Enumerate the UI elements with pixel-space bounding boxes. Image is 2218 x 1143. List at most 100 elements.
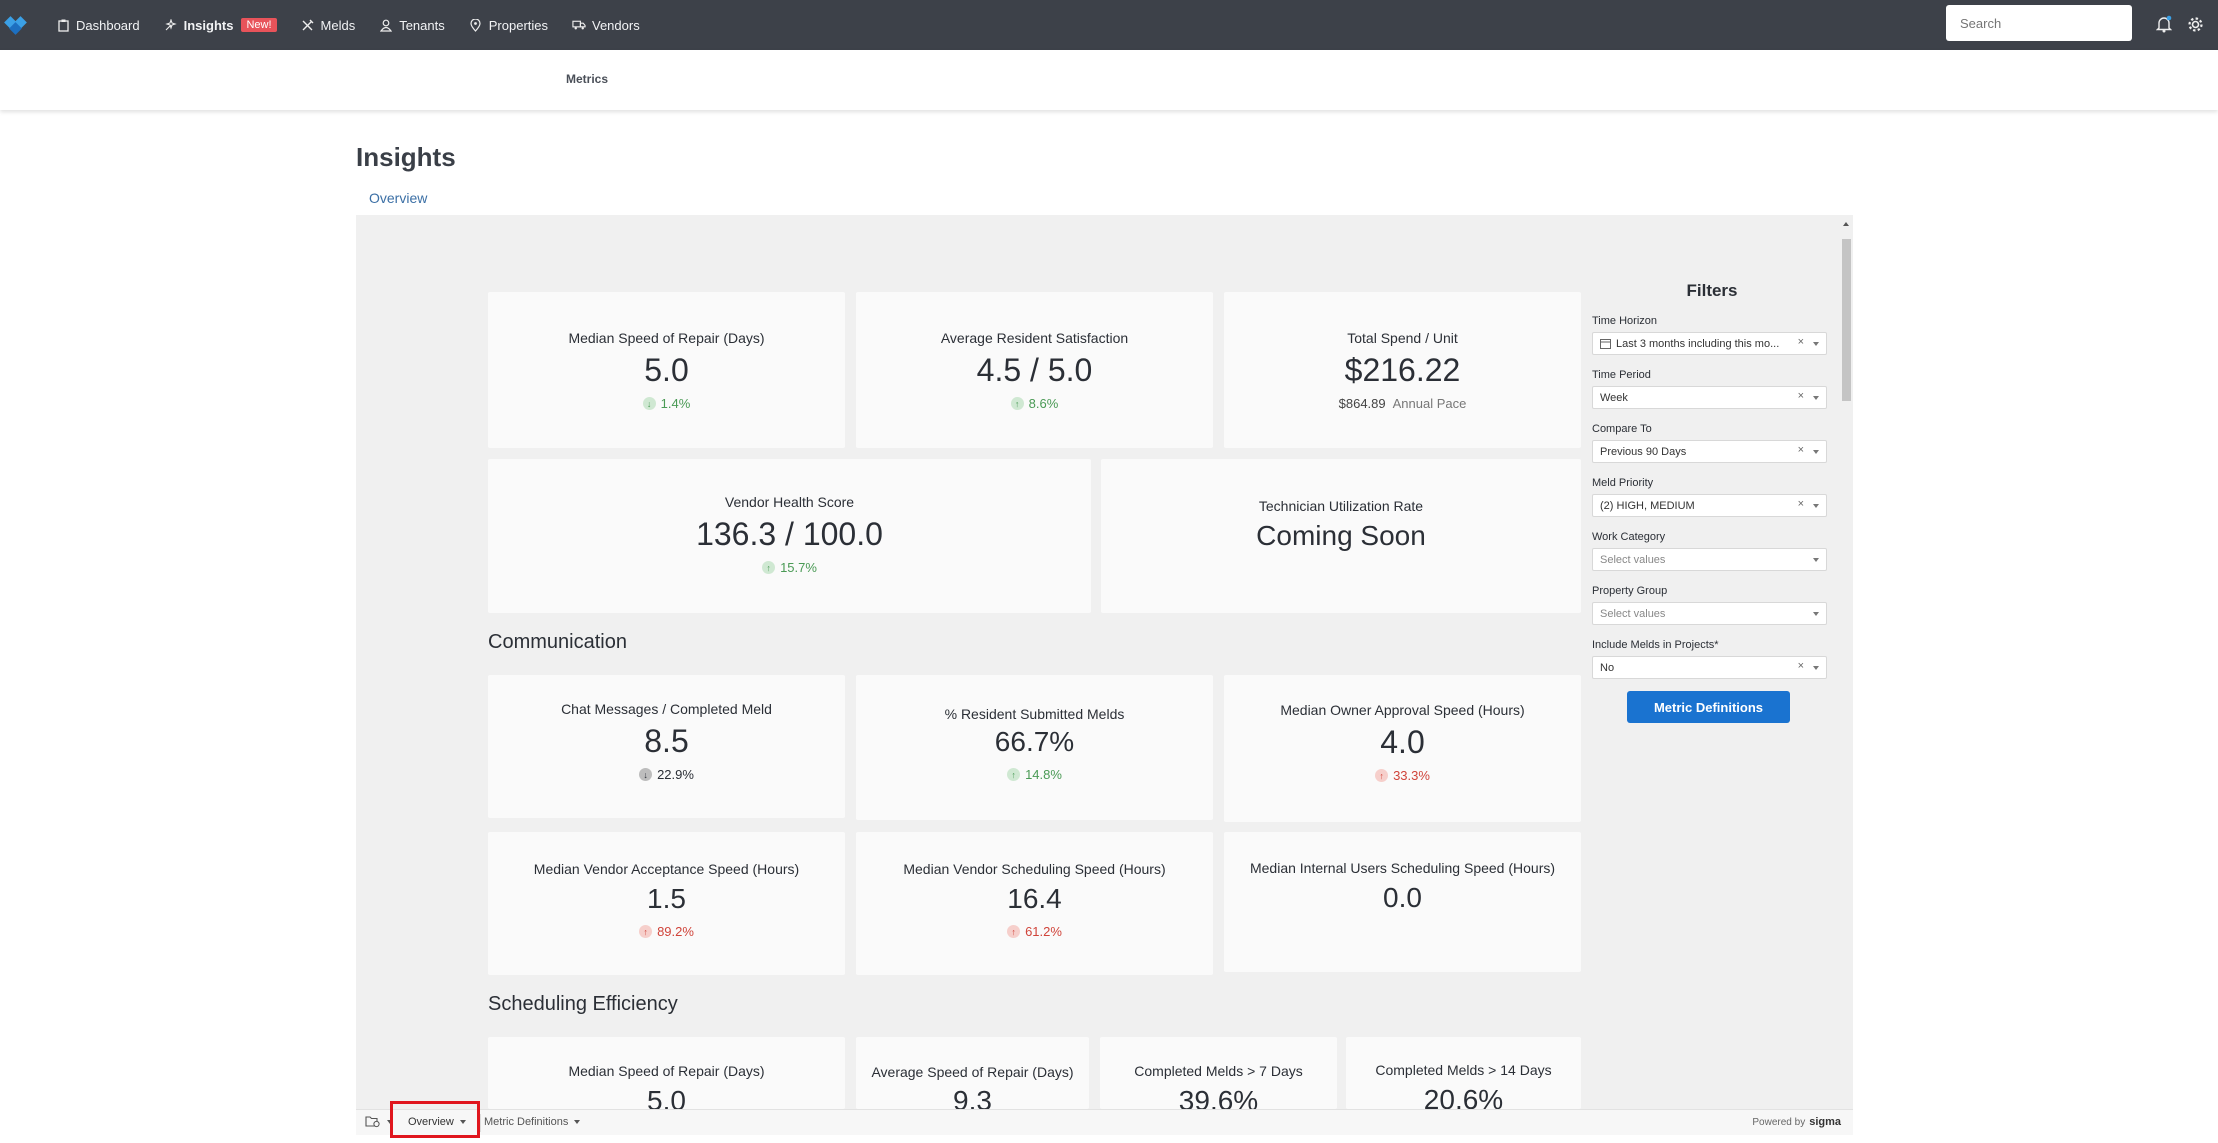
metric-definitions-button[interactable]: Metric Definitions bbox=[1627, 691, 1790, 723]
nav-tenants-label: Tenants bbox=[399, 17, 445, 33]
metric-delta-value: 33.3% bbox=[1393, 768, 1430, 783]
calendar-icon bbox=[1600, 338, 1611, 349]
arrow-up-icon: ↑ bbox=[762, 561, 776, 574]
metric-value: 4.5 / 5.0 bbox=[976, 352, 1093, 388]
nav-vendors[interactable]: Vendors bbox=[572, 18, 640, 33]
metric-value: $216.22 bbox=[1344, 352, 1461, 388]
chevron-down-icon[interactable] bbox=[1813, 558, 1819, 562]
chevron-down-icon[interactable] bbox=[574, 1120, 581, 1124]
metric-title: Technician Utilization Rate bbox=[1258, 498, 1424, 514]
filter-meld-priority-select[interactable]: (2) HIGH, MEDIUM × bbox=[1592, 494, 1827, 517]
arrow-up-icon: ↑ bbox=[1007, 768, 1021, 781]
filter-value: Previous 90 Days bbox=[1600, 445, 1687, 458]
nav-properties[interactable]: Properties bbox=[469, 18, 548, 33]
overview-link[interactable]: Overview bbox=[369, 190, 428, 206]
clear-icon[interactable]: × bbox=[1797, 336, 1804, 348]
arrow-up-icon: ↑ bbox=[639, 925, 653, 938]
metric-title: Median Vendor Acceptance Speed (Hours) bbox=[533, 861, 800, 877]
filter-compare-to-select[interactable]: Previous 90 Days × bbox=[1592, 440, 1827, 463]
metric-value: 5.0 bbox=[647, 1085, 686, 1109]
clear-icon[interactable]: × bbox=[1797, 660, 1804, 672]
chevron-down-icon[interactable] bbox=[1813, 612, 1819, 616]
metric-delta: ↑ 89.2% bbox=[488, 924, 845, 939]
clipboard-icon bbox=[56, 18, 70, 32]
app-logo[interactable] bbox=[4, 14, 28, 36]
metric-title: Median Owner Approval Speed (Hours) bbox=[1280, 702, 1525, 718]
nav-melds-label: Melds bbox=[320, 17, 356, 33]
chevron-down-icon[interactable] bbox=[1813, 450, 1819, 454]
metric-card-resident-satisfaction: Average Resident Satisfaction 4.5 / 5.0 … bbox=[856, 292, 1213, 448]
clear-icon[interactable]: × bbox=[1797, 498, 1804, 510]
filter-work-category-select[interactable]: Select values bbox=[1592, 548, 1827, 571]
filter-include-projects-select[interactable]: No × bbox=[1592, 656, 1827, 679]
metric-card-resident-submitted: % Resident Submitted Melds 66.7% ↑ 14.8% bbox=[856, 675, 1213, 820]
chevron-down-icon[interactable] bbox=[1813, 396, 1819, 400]
filter-time-period-select[interactable]: Week × bbox=[1592, 386, 1827, 409]
filter-label-work-category: Work Category bbox=[1592, 531, 1666, 543]
tab-overview[interactable]: Overview bbox=[408, 1116, 466, 1128]
nav-insights[interactable]: Insights New! bbox=[164, 18, 277, 33]
metric-card-median-speed: Median Speed of Repair (Days) 5.0 ↓ 1.4% bbox=[488, 292, 845, 448]
metric-title: Median Internal Users Scheduling Speed (… bbox=[1249, 860, 1556, 876]
arrow-down-icon: ↓ bbox=[639, 768, 653, 781]
metric-card-vendor-scheduling: Median Vendor Scheduling Speed (Hours) 1… bbox=[856, 832, 1213, 975]
page-title: Insights bbox=[356, 142, 456, 172]
section-heading-communication: Communication bbox=[488, 631, 627, 653]
arrow-up-icon: ↑ bbox=[1375, 769, 1389, 782]
metric-delta-value: 89.2% bbox=[657, 924, 694, 939]
nav-melds[interactable]: Melds bbox=[301, 17, 356, 33]
metric-card-vendor-health: Vendor Health Score 136.3 / 100.0 ↑ 15.7… bbox=[488, 459, 1091, 613]
sparkle-icon bbox=[164, 18, 178, 32]
annual-pace-label: Annual Pace bbox=[1392, 396, 1467, 411]
bell-icon[interactable] bbox=[2153, 13, 2175, 35]
metric-value: 1.5 bbox=[647, 883, 686, 914]
filter-time-horizon-select[interactable]: Last 3 months including this mo... × bbox=[1592, 332, 1827, 355]
scrollbar[interactable] bbox=[1840, 222, 1852, 1121]
sub-header: Metrics bbox=[0, 50, 2218, 110]
metric-value: 4.0 bbox=[1380, 724, 1425, 760]
nav-dashboard[interactable]: Dashboard bbox=[56, 18, 140, 33]
chevron-down-icon[interactable] bbox=[1813, 504, 1819, 508]
gear-icon[interactable] bbox=[2184, 13, 2206, 35]
search-input[interactable] bbox=[1946, 5, 2132, 41]
metric-card-average-speed-repair: Average Speed of Repair (Days) 9.3 bbox=[856, 1037, 1089, 1109]
filter-label-time-horizon: Time Horizon bbox=[1592, 315, 1657, 327]
nav-tenants[interactable]: Tenants bbox=[379, 18, 445, 33]
clear-icon[interactable]: × bbox=[1797, 390, 1804, 402]
filter-label-property-group: Property Group bbox=[1592, 585, 1668, 597]
tab-metric-definitions[interactable]: Metric Definitions bbox=[484, 1116, 581, 1128]
metric-delta-value: 1.4% bbox=[660, 396, 691, 411]
highlight-box bbox=[390, 1101, 480, 1138]
chevron-down-icon[interactable] bbox=[1813, 666, 1819, 670]
metric-value: 20.6% bbox=[1423, 1084, 1504, 1109]
metric-card-internal-scheduling: Median Internal Users Scheduling Speed (… bbox=[1224, 832, 1581, 972]
filter-value: Last 3 months including this mo... bbox=[1616, 337, 1780, 350]
metric-delta: ↓ 1.4% bbox=[488, 396, 845, 411]
scroll-up-arrow-icon[interactable] bbox=[1843, 222, 1849, 226]
clear-icon[interactable]: × bbox=[1797, 444, 1804, 456]
metric-title: Completed Melds > 7 Days bbox=[1134, 1063, 1303, 1079]
metric-delta: ↑ 61.2% bbox=[856, 924, 1213, 939]
tab-divider bbox=[480, 1114, 481, 1132]
filter-value: (2) HIGH, MEDIUM bbox=[1600, 499, 1695, 512]
workbook-tab-bar: Overview Metric Definitions Powered by s… bbox=[356, 1109, 1853, 1135]
arrow-up-icon: ↑ bbox=[1010, 397, 1024, 410]
scroll-thumb[interactable] bbox=[1842, 239, 1851, 401]
chevron-down-icon[interactable] bbox=[459, 1120, 466, 1124]
person-icon bbox=[379, 18, 393, 32]
filter-property-group-select[interactable]: Select values bbox=[1592, 602, 1827, 625]
metrics-tab[interactable]: Metrics bbox=[566, 72, 609, 86]
metric-delta-value: 15.7% bbox=[780, 560, 817, 575]
filter-placeholder: Select values bbox=[1600, 607, 1666, 620]
folder-settings-icon[interactable] bbox=[365, 1115, 393, 1128]
metric-delta: ↑ 8.6% bbox=[856, 396, 1213, 411]
metric-title: Average Resident Satisfaction bbox=[940, 330, 1129, 346]
metric-value: 16.4 bbox=[1007, 883, 1062, 914]
metric-title: Chat Messages / Completed Meld bbox=[561, 701, 772, 717]
section-heading-scheduling: Scheduling Efficiency bbox=[488, 993, 678, 1015]
metric-value: 66.7% bbox=[994, 726, 1075, 757]
top-nav: Dashboard Insights New! Melds Tenants bbox=[0, 0, 2218, 50]
metric-delta-value: 61.2% bbox=[1025, 924, 1062, 939]
chevron-down-icon[interactable] bbox=[1813, 342, 1819, 346]
arrow-up-icon: ↑ bbox=[1007, 925, 1021, 938]
